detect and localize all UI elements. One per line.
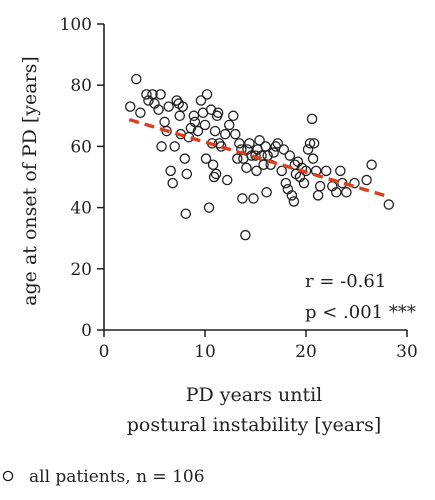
data-point [180,208,192,219]
data-point [250,150,261,161]
data-point [244,138,255,149]
data-point [228,110,239,122]
data-point [240,229,251,241]
y-tick-label: 0 [81,321,92,341]
y-tick-label: 80 [70,76,92,96]
data-point [366,159,377,171]
data-point [286,190,298,201]
data-point [177,101,189,112]
data-point [258,159,269,171]
y-tick-label: 100 [60,15,92,35]
data-point [312,190,324,201]
data-point [306,113,318,125]
data-point [383,199,395,210]
data-point [201,89,213,100]
data-point [169,141,180,152]
data-point [208,171,220,183]
regression-line [128,117,388,198]
x-axis-title-line-2: postural instability [years] [127,414,382,436]
data-point [251,165,262,177]
data-point [230,128,241,140]
x-tick-label: 10 [194,342,216,362]
correlation-annotation: r = -0.61 [305,271,386,292]
data-point [276,165,288,177]
data-point [261,187,272,198]
data-point [215,141,227,152]
data-point [302,144,314,155]
axes: 0 10 20 30 0 20 40 60 80 100 [60,15,418,362]
legend-label: all patients, n = 106 [29,467,205,487]
regression-line-group [128,117,388,198]
data-point [234,138,245,149]
data-point [212,107,224,118]
data-point [260,141,271,152]
p-value-annotation: p < .001 *** [305,302,416,323]
data-point [174,110,185,122]
data-point [331,187,342,198]
y-tick-label: 40 [70,199,92,219]
data-point [361,174,372,186]
data-point [209,125,221,137]
data-point [163,101,174,112]
data-point [314,180,326,192]
data-point [199,119,211,131]
data-point [341,187,352,198]
data-point [135,107,146,118]
data-point [203,202,215,213]
data-point [155,89,166,100]
data-point [280,177,292,189]
data-point [223,119,235,131]
data-point [308,138,320,149]
data-point [189,116,201,128]
data-point [232,153,243,164]
data-point [179,153,191,164]
data-point [304,138,316,149]
legend-marker-icon [2,470,14,482]
data-point [288,196,300,207]
data-point [181,168,193,180]
data-point [159,116,170,128]
data-point [171,95,182,106]
data-point [210,168,222,180]
data-point [207,159,219,171]
data-point [237,193,248,204]
data-point [205,104,217,115]
data-point [131,73,142,85]
data-point [195,95,207,106]
data-point [272,138,283,149]
data-point [335,165,346,177]
data-point [125,101,136,112]
data-point [241,162,252,174]
data-point [200,153,212,164]
data-point [219,128,231,140]
data-point [307,153,319,164]
data-point [192,125,204,137]
data-point [284,150,296,161]
y-tick-label: 60 [70,137,92,157]
data-point [153,104,164,115]
data-point [141,89,152,100]
y-tick-label: 20 [70,260,92,280]
data-point [167,177,178,189]
data-point [248,193,259,204]
data-point [278,144,290,155]
data-point [268,147,279,158]
data-point [221,174,233,186]
data-point [254,135,265,146]
data-point [298,177,310,189]
data-point [349,177,360,189]
x-tick-label: 30 [396,342,418,362]
data-point [188,110,200,122]
y-axis-title: age at onset of PD [years] [19,56,41,306]
data-point [320,165,332,177]
x-axis-title-line-1: PD years until [186,384,323,406]
data-point [165,165,176,177]
data-point [156,141,167,152]
x-tick-label: 0 [99,342,110,362]
x-tick-label: 20 [295,342,317,362]
